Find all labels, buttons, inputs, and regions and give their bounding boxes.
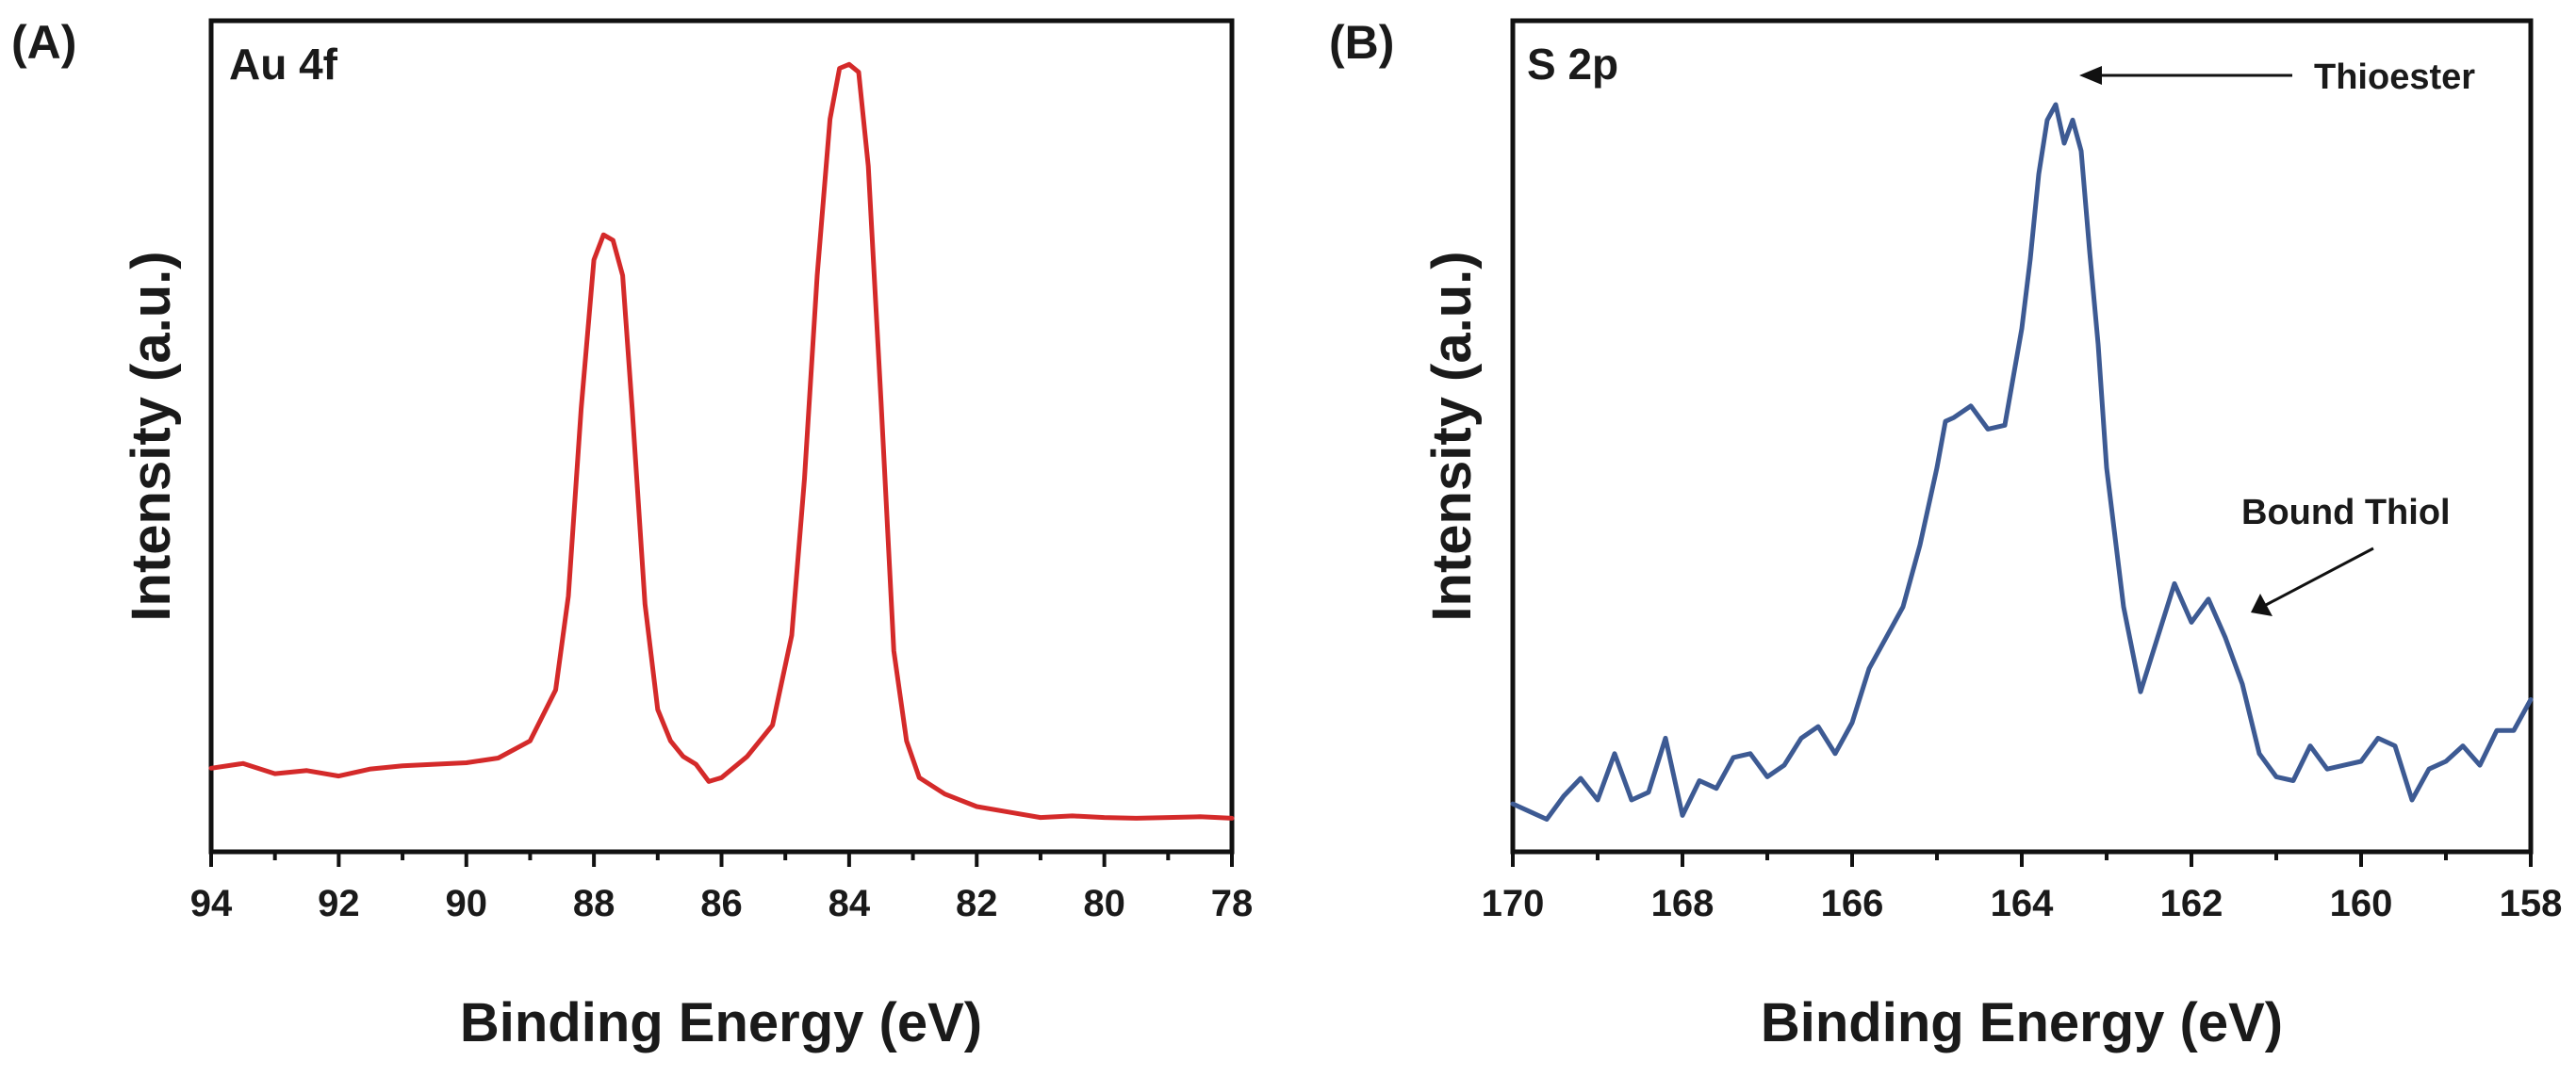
- x-tick-label-b-170: 170: [1482, 883, 1545, 924]
- x-tick-label-a-82: 82: [956, 883, 998, 924]
- chart-title-b: S 2p: [1527, 40, 1618, 89]
- x-tick-label-a-86: 86: [700, 883, 743, 924]
- x-axis-label-b: Binding Energy (eV): [1761, 992, 2283, 1053]
- spectrum-line-s2p: [1510, 102, 2534, 822]
- plot-frame-a: [208, 18, 1235, 855]
- arrow-head-bound-thiol: [2251, 594, 2272, 616]
- x-tick-label-a-94: 94: [190, 883, 233, 924]
- x-tick-label-b-160: 160: [2330, 883, 2393, 924]
- x-tick-labels-b: 170 168 166 164 162 160 158: [1482, 883, 2563, 924]
- panel-label-b: (B): [1329, 16, 1394, 69]
- y-axis-label-b: Intensity (a.u.): [1421, 251, 1483, 621]
- arrow-head-thioester: [2079, 66, 2102, 85]
- x-ticks-b: [1511, 852, 2533, 867]
- x-tick-label-b-162: 162: [2160, 883, 2223, 924]
- x-tick-labels-a: 94 92 90 88 86 84 82 80 78: [190, 883, 1254, 924]
- x-axis-label-a: Binding Energy (eV): [460, 992, 982, 1053]
- arrow-bound-thiol: [2265, 547, 2374, 607]
- chart-title-a: Au 4f: [229, 40, 338, 89]
- x-tick-label-a-80: 80: [1083, 883, 1125, 924]
- x-tick-label-a-88: 88: [573, 883, 615, 924]
- panel-a: (A) Au 4f 94 92 90 88 86 84 82 80 78 Binding Ene…: [11, 16, 1253, 1053]
- x-tick-label-b-166: 166: [1821, 883, 1884, 924]
- plot-frame-b: [1510, 18, 2534, 855]
- x-tick-label-a-92: 92: [318, 883, 360, 924]
- x-ticks-a: [209, 852, 1234, 867]
- x-tick-label-b-168: 168: [1651, 883, 1715, 924]
- panel-label-a: (A): [11, 16, 76, 69]
- y-axis-label-a: Intensity (a.u.): [121, 251, 182, 621]
- panel-b: (B) S 2p 170 168 166 164 162 160 158 Thioester…: [1329, 16, 2562, 1053]
- annotation-bound-thiol: Bound Thiol: [2241, 493, 2451, 532]
- x-tick-label-b-164: 164: [1991, 883, 2054, 924]
- x-tick-label-a-78: 78: [1211, 883, 1254, 924]
- annotation-thioester: Thioester: [2314, 57, 2475, 97]
- x-tick-label-a-84: 84: [829, 883, 871, 924]
- x-tick-label-b-158: 158: [2500, 883, 2563, 924]
- spectrum-line-au4f: [208, 61, 1235, 821]
- x-tick-label-a-90: 90: [446, 883, 488, 924]
